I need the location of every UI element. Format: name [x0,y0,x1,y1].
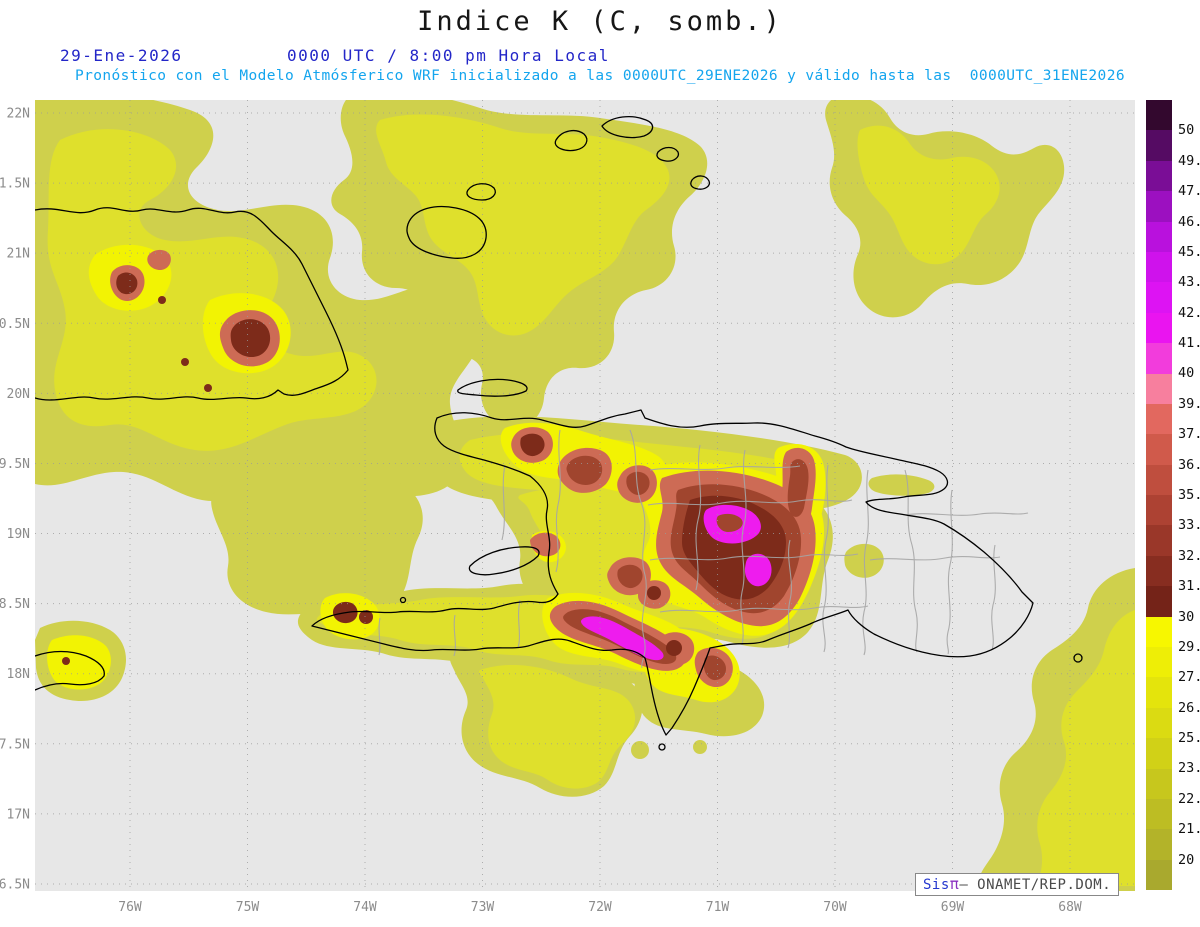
x-tick-label: 71W [706,900,730,915]
colorbar-segment [1146,373,1172,404]
colorbar-segment [1146,738,1172,769]
x-tick-label: 70W [823,900,847,915]
forecast-time: 0000 UTC / 8:00 pm Hora Local [287,46,610,65]
colorbar-segment [1146,160,1172,192]
y-tick-label: 21N [7,247,30,262]
x-tick-label: 75W [236,900,260,915]
y-tick-label: 19N [7,527,30,542]
colorbar-segment [1146,798,1172,830]
y-tick-label: 9.5N [0,457,30,472]
colorbar-segment [1146,495,1172,526]
x-tick-label: 69W [941,900,965,915]
colorbar-label: 43.9 [1178,274,1200,291]
colorbar-segment [1146,586,1172,617]
colorbar-label: 21.3 [1178,821,1200,838]
y-tick-label: 18N [7,667,30,682]
colorbar-segment [1146,221,1172,252]
colorbar-segment [1146,282,1172,313]
colorbar-segment [1146,191,1172,222]
province-borders [378,429,1029,669]
colorbar-segment [1146,677,1172,708]
x-tick-label: 73W [471,900,495,915]
colorbar-labels: 50 49.1 47.8 46.5 45.2 43.9 42.6 41.3 40 39.1 37.8… [1178,100,1200,900]
y-axis-labels: 22N 1.5N 21N 0.5N 20N 9.5N 19N 8.5N 18N 7.5N 17N 6.… [0,107,30,893]
colorbar-segment [1146,768,1172,799]
colorbar-label: 31.3 [1178,578,1200,595]
colorbar-label: 40 [1178,365,1195,382]
colorbar-label: 47.8 [1178,183,1200,200]
colorbar-label: 36.5 [1178,456,1200,473]
colorbar-segment [1146,829,1172,860]
x-tick-label: 74W [353,900,377,915]
colorbar-segment [1146,707,1172,739]
coastlines [35,115,1083,751]
colorbar-segment [1146,555,1172,587]
forecast-description: Pronóstico con el Modelo Atmósferico WRF… [75,68,1125,84]
colorbar-label: 35.2 [1178,487,1200,503]
colorbar-label: 26.5 [1178,699,1200,716]
colorbar-segment [1146,859,1172,891]
y-tick-label: 1.5N [0,177,30,192]
colorbar-label: 22.6 [1178,790,1200,807]
colorbar-segment [1146,434,1172,465]
y-tick-label: 17N [7,807,30,822]
colorbar-segment [1146,525,1172,556]
x-tick-label: 76W [118,900,142,915]
y-tick-label: 0.5N [0,317,30,332]
colorbar-label: 25.2 [1178,730,1200,747]
colorbar-segment [1146,647,1172,678]
x-tick-label: 68W [1058,900,1082,915]
colorbar-label: 41.3 [1178,335,1200,352]
x-axis-labels: 76W 75W 74W 73W 72W 71W 70W 69W 68W [118,900,1082,915]
y-tick-label: 22N [7,107,30,122]
y-tick-label: 20N [7,387,30,402]
forecast-date: 29-Ene-2026 [60,46,183,65]
colorbar-label: 50 [1178,122,1195,139]
colorbar-label: 30 [1178,608,1195,625]
colorbar-label: 42.6 [1178,304,1200,321]
colorbar-segment [1146,343,1172,374]
colorbar-label: 49.1 [1178,152,1200,169]
colorbar-segment [1146,100,1172,131]
y-tick-label: 6.5N [0,877,30,892]
colorbar-label: 20 [1178,851,1195,868]
colorbar-label: 39.1 [1178,395,1200,412]
colorbar-segment [1146,616,1172,648]
colorbar-label: 23.9 [1178,760,1200,777]
magenta-inner-red [716,513,743,532]
colorbar-segment [1146,312,1172,344]
colorbar-label: 45.2 [1178,243,1200,260]
brand-sis: Sis [923,877,950,893]
colorbar-label: 29.1 [1178,638,1200,655]
x-tick-label: 72W [588,900,612,915]
page-title: Indice K (C, somb.) [417,6,783,37]
colorbar-label: 37.8 [1178,426,1200,443]
colorbar-label: 33.9 [1178,517,1200,534]
colorbar-label: 32.6 [1178,547,1200,564]
brand-pi-icon: π [949,875,960,893]
colorbar-segment [1146,251,1172,283]
credit-org: – ONAMET/REP.DOM. [959,877,1112,893]
colorbar-segment [1146,130,1172,161]
colorbar-segment [1146,403,1172,435]
colorbar-label: 46.5 [1178,213,1200,230]
credit-box: Sisπ– ONAMET/REP.DOM. [915,873,1120,896]
y-tick-label: 8.5N [0,597,30,612]
colorbar-label: 27.8 [1178,669,1200,686]
colorbar-segment [1146,464,1172,496]
colorbar [1146,100,1172,891]
y-tick-label: 7.5N [0,737,30,752]
